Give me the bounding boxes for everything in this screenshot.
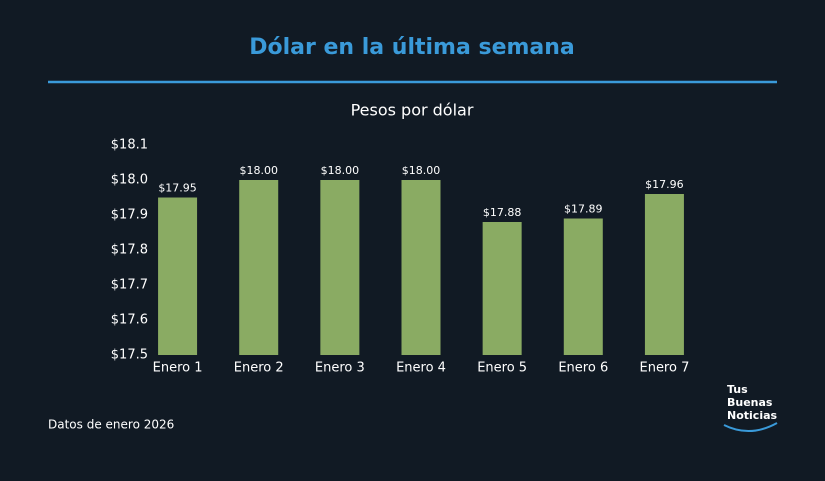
- x-tick-label: Enero 4: [396, 361, 446, 376]
- y-tick-label: $17.5: [111, 348, 148, 363]
- bar: [563, 218, 603, 355]
- logo-text: Buenas: [727, 396, 773, 409]
- y-tick-label: $17.9: [111, 208, 148, 223]
- bar: [320, 180, 360, 355]
- x-tick-label: Enero 6: [558, 361, 608, 376]
- y-tick-label: $17.8: [111, 243, 148, 258]
- x-tick-label: Enero 3: [315, 361, 365, 376]
- x-tick-label: Enero 5: [477, 361, 527, 376]
- logo-text: Tus: [727, 383, 748, 396]
- data-label: $18.00: [321, 164, 360, 177]
- chart-title: Dólar en la última semana: [249, 35, 575, 60]
- y-tick-label: $17.7: [111, 278, 148, 293]
- x-tick-label: Enero 1: [153, 361, 203, 376]
- data-label: $17.95: [158, 182, 197, 195]
- logo-text: Noticias: [727, 409, 778, 422]
- y-tick-label: $18.1: [111, 138, 148, 153]
- bar: [401, 180, 441, 355]
- footnote: Datos de enero 2026: [48, 418, 174, 432]
- bar: [482, 222, 522, 355]
- bar: [239, 180, 279, 355]
- x-tick-label: Enero 7: [639, 361, 689, 376]
- data-label: $18.00: [402, 164, 441, 177]
- bar: [158, 197, 198, 355]
- data-label: $17.96: [645, 178, 684, 191]
- chart-subtitle: Pesos por dólar: [351, 101, 474, 120]
- bar: [644, 194, 684, 355]
- data-label: $17.89: [564, 203, 603, 216]
- data-label: $18.00: [239, 164, 278, 177]
- y-tick-label: $18.0: [111, 173, 148, 188]
- x-tick-label: Enero 2: [234, 361, 284, 376]
- logo-arc: [723, 422, 778, 432]
- data-label: $17.88: [483, 206, 522, 219]
- y-tick-label: $17.6: [111, 313, 148, 328]
